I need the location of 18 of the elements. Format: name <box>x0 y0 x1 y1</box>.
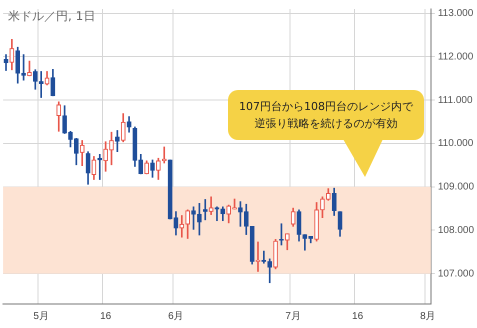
y-tick-label: 111.000 <box>438 94 473 106</box>
candlestick <box>4 54 8 71</box>
y-tick-label: 109.000 <box>438 182 474 193</box>
x-tick-label: 5月 <box>33 310 49 322</box>
y-tick-label: 110.000 <box>438 138 474 150</box>
candlestick <box>191 206 196 230</box>
annotation: 107円台から108円台のレンジ内で逆張り戦略を続けるのが有効 <box>228 90 424 140</box>
y-tick-label: 113.000 <box>438 8 474 20</box>
x-tick-label: 8月 <box>420 310 436 322</box>
y-tick-label: 108.000 <box>438 225 474 236</box>
x-tick-label: 16 <box>100 310 112 322</box>
candlestick <box>27 60 32 76</box>
y-tick-label: 112.000 <box>438 51 474 62</box>
chart-title: 米ドル／円, 1日 <box>8 8 96 25</box>
x-tick-label: 7月 <box>285 310 301 322</box>
x-tick-label: 6月 <box>168 310 184 322</box>
y-tick-label: 107.000 <box>438 268 474 280</box>
x-tick-label: 16 <box>352 310 364 322</box>
